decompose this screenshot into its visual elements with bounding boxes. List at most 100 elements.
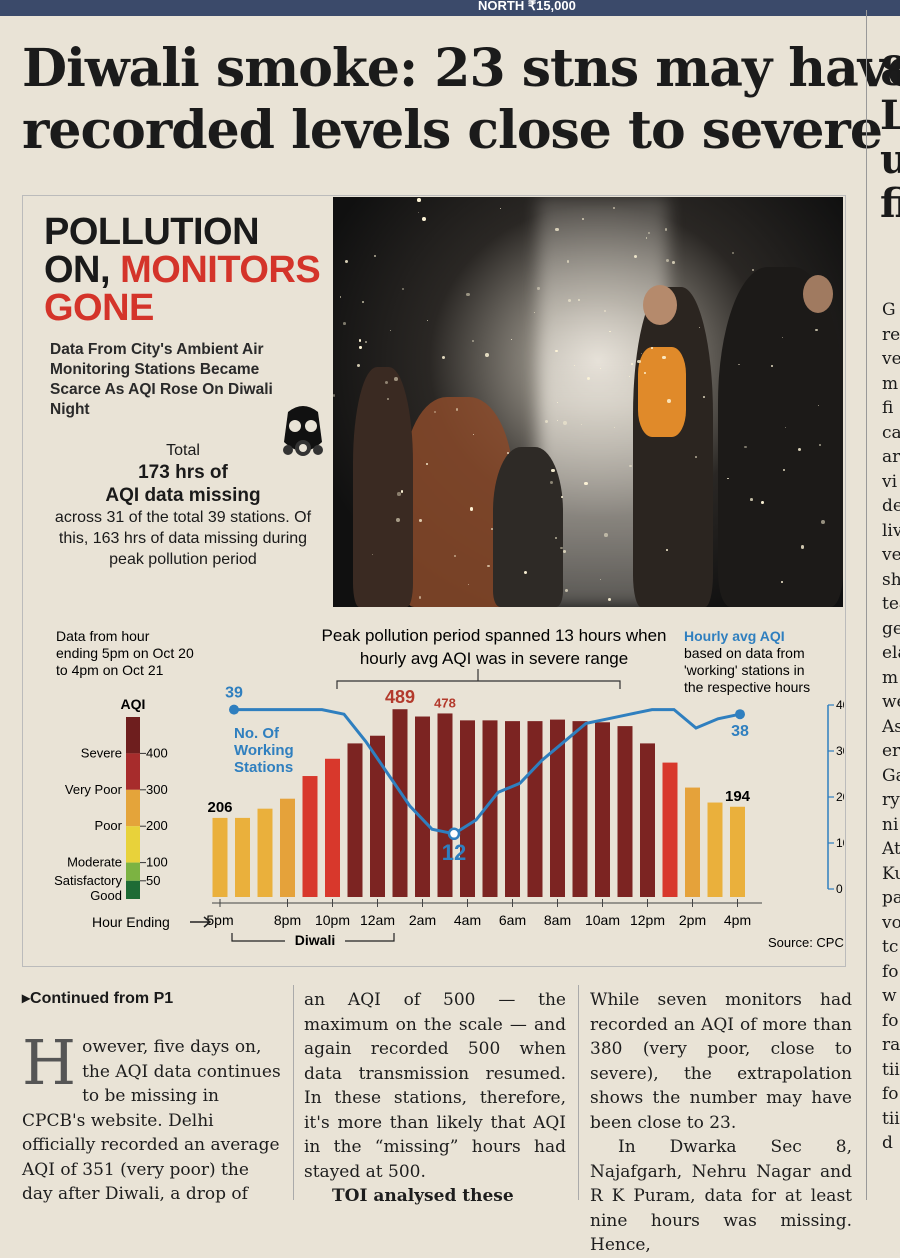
adjacent-text-fragment: G [882,300,896,320]
aqi-band-label: Severe [81,745,122,760]
aqi-bar [730,806,745,897]
aqi-bar [415,716,430,897]
person-figure [353,367,413,607]
adjacent-text-fragment: d [882,1133,893,1153]
adjacent-text-fragment: we [882,692,900,712]
spark [667,399,672,403]
article-col3-p2: In Dwarka Sec 8, Najafgarh, Nehru Nagar … [590,1137,852,1255]
spark [781,336,784,339]
diwali-label-bg [285,932,345,948]
adjacent-text-fragment: ve [882,545,900,565]
spark [797,447,802,452]
aqi-bar [460,720,475,897]
aqi-label-first: 206 [207,799,232,816]
aqi-bar [572,721,588,897]
diwali-label: Diwali [295,932,335,948]
x-axis-tick-label: 5pm [206,912,233,928]
column-rule [866,10,867,1200]
spark [533,311,535,313]
aqi-bar [685,787,700,897]
top-banner-strip: NORTH ₹15,000 [0,0,900,16]
spark [651,347,654,349]
adjacent-text-fragment: ca [882,422,900,443]
stations-series-name-line: Stations [234,759,293,776]
adjacent-text-fragment: Ga [882,765,900,786]
stations-label-last: 38 [731,723,749,740]
spark [389,329,392,332]
x-axis-tick-label: 10pm [315,912,350,928]
infographic-frame [22,195,846,967]
spark [566,260,570,263]
adjacent-text-fragment: w [882,986,897,1006]
spark [537,287,540,290]
source-label: Source: CPC [768,935,844,950]
spark [485,353,489,358]
missing-data-stat: Total 173 hrs of AQI data missing across… [44,440,322,570]
inset-subtitle: Data From City's Ambient Air Monitoring … [50,341,273,418]
spark [339,296,342,298]
spark [599,578,601,581]
aqi-bar [257,808,273,897]
spark [400,490,404,493]
adjacent-text-fragment: ela [882,643,900,663]
spark [608,597,612,601]
aqi-bar [212,817,228,897]
adjacent-text-fragment: pa [882,888,900,908]
aqi-scale-tick-label: 400 [146,745,168,760]
spark [815,328,818,331]
spark [453,555,456,558]
spark [469,507,474,512]
stations-label-min: 12 [442,840,466,865]
spark [427,320,429,322]
adjacent-text-fragment: fo [882,1010,899,1031]
spark [666,549,669,551]
spark [342,322,346,326]
spark [567,298,572,303]
spark [702,396,705,398]
continued-from-label: ▸Continued from P1 [22,990,174,1007]
spark [455,408,459,412]
face [803,275,833,313]
adjacent-text-fragment: liv [882,520,900,541]
adjacent-text-fragment: ra [882,1035,900,1055]
aqi-scale-band [126,753,140,790]
aqi-label-peak2: 478 [434,695,456,710]
adjacent-column-fragment: 8LufiGrevemficaarvidelivveshteageelamweA… [868,0,900,1200]
x-axis-tick-label: 12am [360,912,395,928]
stat-big-2: AQI data missing [105,485,261,506]
inset-title-line-1: POLLUTION [44,211,260,253]
spark [554,536,557,539]
aqi-bar [437,713,453,897]
spark [560,496,563,499]
spark [510,338,512,340]
adjacent-text-fragment: vo [882,912,900,933]
headline: Diwali smoke: 23 stns may have recorded … [22,38,900,162]
person-figure [633,287,713,607]
spark [357,363,361,367]
note-right-line: the respective hours [684,679,810,695]
stations-series-name-line: Working [234,742,294,759]
x-axis-tick-label: 2pm [679,912,706,928]
aqi-scale-band [126,862,140,881]
aqi-bar [707,802,723,897]
spark [609,330,611,333]
article-col1-text: owever, five days on, the AQI data conti… [22,1037,281,1204]
spark [613,206,615,209]
spark [577,298,581,301]
adjacent-text-fragment: m [882,373,899,394]
adjacent-text-fragment: tii [882,1108,900,1129]
spark [784,427,786,429]
spark [782,469,785,472]
aqi-label-last: 194 [725,788,751,805]
adjacent-headline-fragment: u [880,136,900,183]
adjacent-text-fragment: re [882,324,900,345]
aqi-band-label: Satisfactory [54,873,122,888]
aqi-bar [392,709,408,897]
inset-title-line-2: ON, MONITORS [44,251,321,289]
spark [586,376,591,381]
adjacent-text-fragment: sh [882,569,900,590]
adjacent-text-fragment: ve [882,349,900,369]
stations-axis-tick-label: 40 [836,698,844,712]
